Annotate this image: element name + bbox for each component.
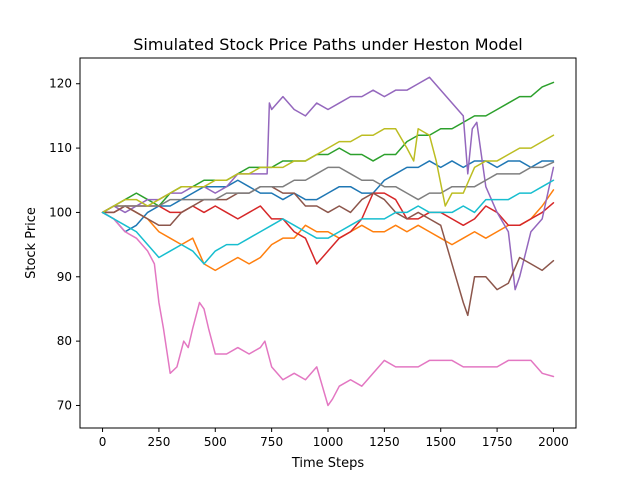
y-tick-label: 110 — [49, 141, 72, 155]
x-tick-label: 1250 — [369, 435, 400, 449]
x-tick-label: 750 — [260, 435, 283, 449]
series-line-8 — [101, 161, 555, 214]
x-tick-label: 0 — [99, 435, 107, 449]
x-axis: 0 250 500 750 1000 1250 1500 1750 2000 — [99, 428, 569, 449]
series-line-6 — [101, 185, 555, 317]
x-tick-label: 500 — [204, 435, 227, 449]
x-tick-label: 250 — [147, 435, 170, 449]
chart-title: Simulated Stock Price Paths under Heston… — [133, 35, 522, 54]
plot-area — [101, 76, 555, 407]
series-line-10 — [101, 179, 555, 265]
x-axis-label: Time Steps — [291, 456, 365, 471]
x-tick-label: 1750 — [482, 435, 513, 449]
y-tick-label: 90 — [57, 270, 72, 284]
y-tick-label: 100 — [49, 205, 72, 219]
series-line-7 — [101, 211, 555, 407]
y-axis: 70 80 90 100 110 120 — [49, 77, 80, 412]
series-line-1 — [101, 160, 555, 233]
series-line-4 — [101, 192, 555, 265]
y-tick-label: 80 — [57, 334, 72, 348]
series-line-5 — [101, 76, 555, 291]
y-tick-label: 70 — [57, 398, 72, 412]
y-tick-label: 120 — [49, 77, 72, 91]
x-tick-label: 1500 — [425, 435, 456, 449]
x-tick-label: 1000 — [313, 435, 344, 449]
series-line-2 — [101, 189, 555, 272]
x-tick-label: 2000 — [538, 435, 569, 449]
y-axis-label: Stock Price — [24, 207, 39, 279]
series-line-9 — [101, 128, 555, 214]
axes-frame — [79, 57, 577, 429]
